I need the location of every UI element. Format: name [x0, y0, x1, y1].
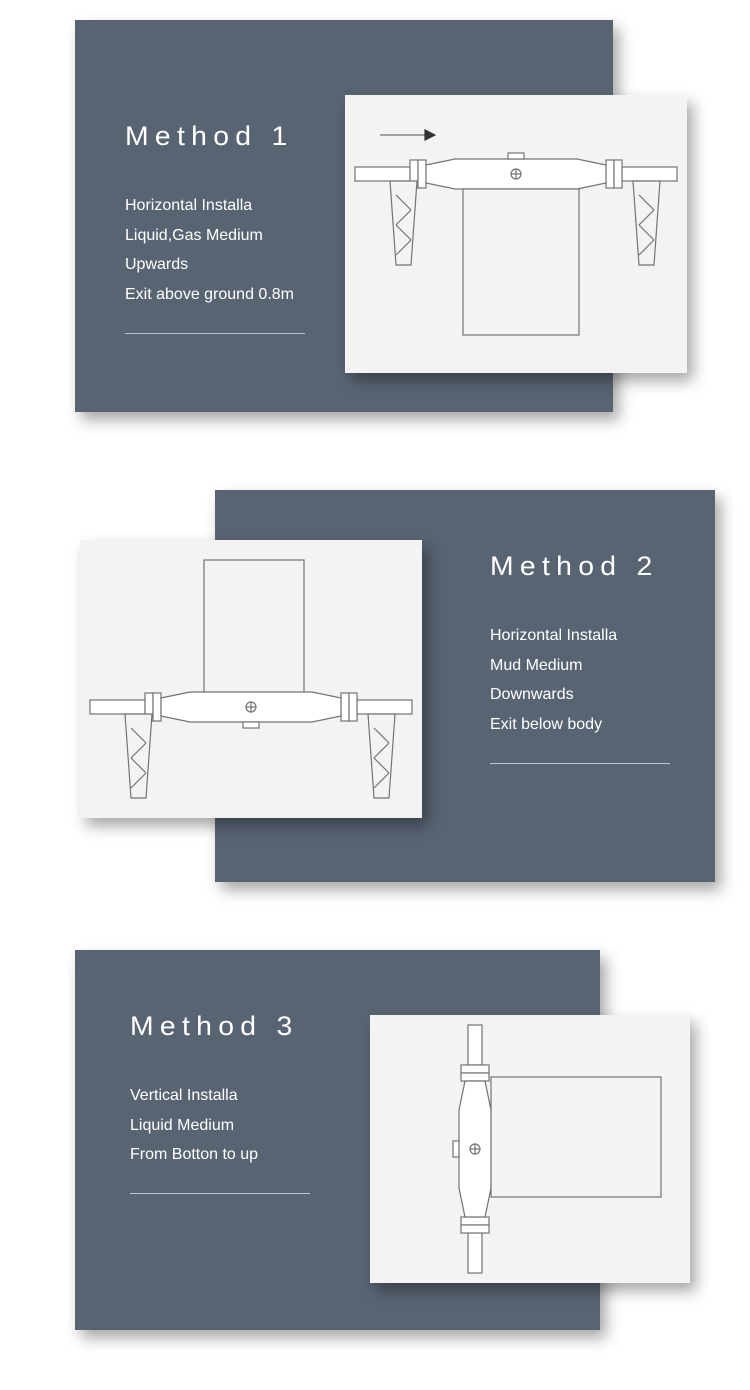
method-2-line: Exit below body: [490, 712, 715, 738]
separator: [130, 1193, 310, 1194]
method-3-section: Method 3 Vertical Installa Liquid Medium…: [0, 940, 750, 1360]
method-2-line: Mud Medium: [490, 653, 715, 679]
method-1-diagram: [345, 95, 687, 373]
method-2-title: Method 2: [490, 545, 726, 588]
method-2-lines: Horizontal Installa Mud Medium Downwards…: [490, 623, 715, 737]
method-2-section: Method 2 Horizontal Installa Mud Medium …: [0, 480, 750, 910]
method-2-line: Horizontal Installa: [490, 623, 715, 649]
method-2-line: Downwards: [490, 682, 715, 708]
separator: [490, 763, 670, 764]
page: Method 1 Horizontal Installa Liquid,Gas …: [0, 0, 750, 1390]
separator: [125, 333, 305, 334]
method-1-section: Method 1 Horizontal Installa Liquid,Gas …: [0, 10, 750, 440]
method-3-diagram: [370, 1015, 690, 1283]
method-2-diagram: [80, 540, 422, 818]
